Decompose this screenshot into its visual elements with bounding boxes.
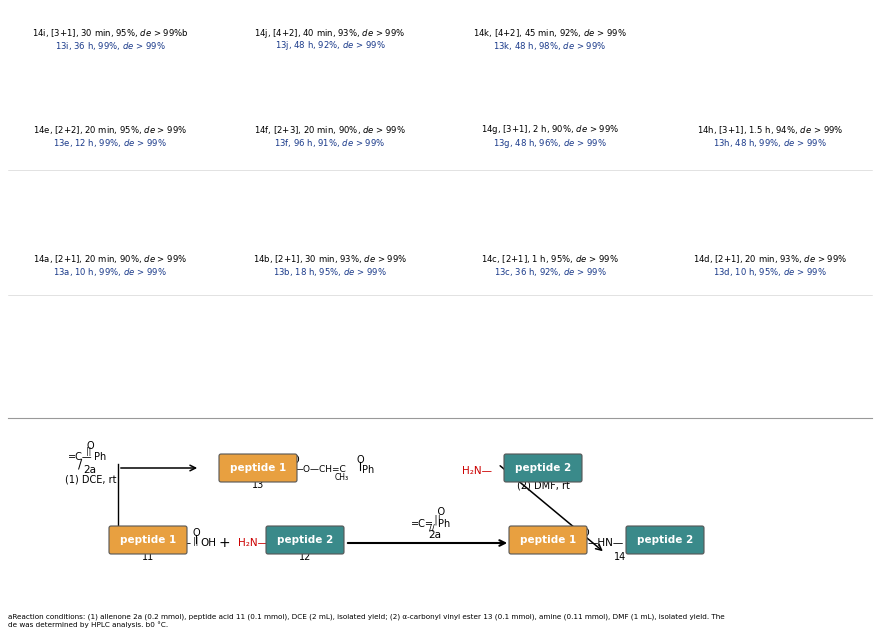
FancyBboxPatch shape <box>509 526 587 554</box>
Text: 13i, 36 h, 99%, $\it{de}$ > 99%: 13i, 36 h, 99%, $\it{de}$ > 99% <box>55 40 165 52</box>
FancyBboxPatch shape <box>504 454 582 482</box>
Text: 13h, 48 h, 99%, $\it{de}$ > 99%: 13h, 48 h, 99%, $\it{de}$ > 99% <box>713 137 827 149</box>
Text: 13a, 10 h, 99%, $\it{de}$ > 99%: 13a, 10 h, 99%, $\it{de}$ > 99% <box>53 266 167 278</box>
Text: 13g, 48 h, 96%, $\it{de}$ > 99%: 13g, 48 h, 96%, $\it{de}$ > 99% <box>493 137 607 149</box>
Text: —O—CH=C: —O—CH=C <box>295 466 347 474</box>
Text: 14c, [2+1], 1 h, 95%, $\it{de}$ > 99%: 14c, [2+1], 1 h, 95%, $\it{de}$ > 99% <box>481 253 619 265</box>
Text: 14k, [4+2], 45 min, 92%, $\it{de}$ > 99%: 14k, [4+2], 45 min, 92%, $\it{de}$ > 99% <box>473 27 627 39</box>
Text: 13j, 48 h, 92%, $\it{de}$ > 99%: 13j, 48 h, 92%, $\it{de}$ > 99% <box>275 40 385 52</box>
Text: 12: 12 <box>299 552 312 562</box>
Text: 14b, [2+1], 30 min, 93%, $\it{de}$ > 99%: 14b, [2+1], 30 min, 93%, $\it{de}$ > 99% <box>253 253 407 265</box>
Text: ||: || <box>425 515 441 525</box>
FancyBboxPatch shape <box>626 526 704 554</box>
Text: 14: 14 <box>614 552 627 562</box>
Text: 14g, [3+1], 2 h, 90%, $\it{de}$ > 99%: 14g, [3+1], 2 h, 90%, $\it{de}$ > 99% <box>480 123 620 137</box>
Text: O: O <box>581 528 589 538</box>
Text: 14d, [2+1], 20 min, 93%, $\it{de}$ > 99%: 14d, [2+1], 20 min, 93%, $\it{de}$ > 99% <box>693 253 847 265</box>
FancyBboxPatch shape <box>109 526 187 554</box>
Text: peptide 2: peptide 2 <box>637 535 693 545</box>
Text: 14i, [3+1], 30 min, 95%, $\it{de}$ > 99%b: 14i, [3+1], 30 min, 95%, $\it{de}$ > 99%… <box>32 27 188 39</box>
Text: 14e, [2+2], 20 min, 95%, $\it{de}$ > 99%: 14e, [2+2], 20 min, 95%, $\it{de}$ > 99% <box>33 124 187 136</box>
Text: =C=: =C= <box>410 519 434 529</box>
Text: //: // <box>429 524 435 532</box>
Text: —HN—: —HN— <box>587 538 623 548</box>
Text: 2a: 2a <box>84 465 97 475</box>
Text: 11: 11 <box>142 552 154 562</box>
Text: 2a: 2a <box>429 530 442 540</box>
Text: peptide 1: peptide 1 <box>120 535 176 545</box>
Text: Ph: Ph <box>362 465 374 475</box>
Text: 13f, 96 h, 91%, $\it{de}$ > 99%: 13f, 96 h, 91%, $\it{de}$ > 99% <box>275 137 385 149</box>
Text: =C—: =C— <box>68 452 92 462</box>
Text: O: O <box>86 441 94 451</box>
Text: (2) DMF, rt: (2) DMF, rt <box>517 480 569 490</box>
Text: ||: || <box>194 537 199 546</box>
Text: 14a, [2+1], 20 min, 90%, $\it{de}$ > 99%: 14a, [2+1], 20 min, 90%, $\it{de}$ > 99% <box>33 253 187 265</box>
Text: 13d, 10 h, 95%, $\it{de}$ > 99%: 13d, 10 h, 95%, $\it{de}$ > 99% <box>713 266 827 278</box>
Text: 14f, [2+3], 20 min, 90%, $\it{de}$ > 99%: 14f, [2+3], 20 min, 90%, $\it{de}$ > 99% <box>254 124 406 136</box>
Text: 13: 13 <box>252 480 264 490</box>
Text: peptide 1: peptide 1 <box>230 463 286 473</box>
Text: H₂N—: H₂N— <box>238 538 268 548</box>
Text: O: O <box>192 528 200 538</box>
Text: O: O <box>356 455 363 465</box>
FancyBboxPatch shape <box>266 526 344 554</box>
FancyBboxPatch shape <box>219 454 297 482</box>
Text: peptide 2: peptide 2 <box>515 463 571 473</box>
Text: de was determined by HPLC analysis. b0 °C.: de was determined by HPLC analysis. b0 °… <box>8 622 168 628</box>
Text: CH₃: CH₃ <box>335 474 349 483</box>
Text: +: + <box>218 536 230 550</box>
Text: —: — <box>180 538 191 548</box>
Text: aReaction conditions: (1) allenone 2a (0.2 mmol), peptide acid 11 (0.1 mmol), DC: aReaction conditions: (1) allenone 2a (0… <box>8 614 725 621</box>
Text: (1) DCE, rt: (1) DCE, rt <box>65 475 116 485</box>
Text: H₂N—: H₂N— <box>462 466 492 476</box>
Text: O: O <box>425 507 445 517</box>
Text: ||: || <box>86 447 92 457</box>
Text: peptide 1: peptide 1 <box>520 535 576 545</box>
Text: peptide 2: peptide 2 <box>277 535 334 545</box>
Text: OH: OH <box>200 538 216 548</box>
Text: Ph: Ph <box>94 452 106 462</box>
Text: 14h, [3+1], 1.5 h, 94%, $\it{de}$ > 99%: 14h, [3+1], 1.5 h, 94%, $\it{de}$ > 99% <box>697 124 843 136</box>
Text: 14j, [4+2], 40 min, 93%, $\it{de}$ > 99%: 14j, [4+2], 40 min, 93%, $\it{de}$ > 99% <box>254 26 406 40</box>
Text: 13c, 36 h, 92%, $\it{de}$ > 99%: 13c, 36 h, 92%, $\it{de}$ > 99% <box>494 266 606 278</box>
Text: /: / <box>77 457 82 471</box>
Text: Ph: Ph <box>438 519 451 529</box>
Text: O: O <box>291 455 299 465</box>
Text: 13e, 12 h, 99%, $\it{de}$ > 99%: 13e, 12 h, 99%, $\it{de}$ > 99% <box>53 137 167 149</box>
Text: 13k, 48 h, 98%, $\it{de}$ > 99%: 13k, 48 h, 98%, $\it{de}$ > 99% <box>494 40 606 52</box>
Text: 13b, 18 h, 95%, $\it{de}$ > 99%: 13b, 18 h, 95%, $\it{de}$ > 99% <box>273 266 387 278</box>
